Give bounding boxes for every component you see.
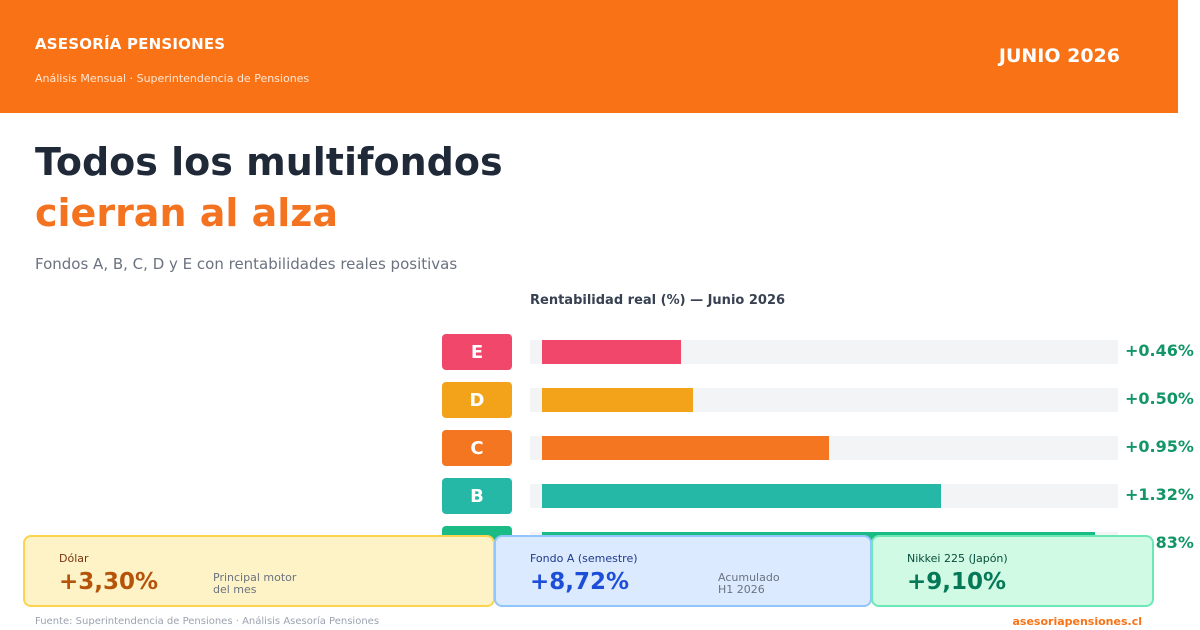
bar-track xyxy=(530,340,1118,364)
card-note-line: del mes xyxy=(213,583,257,596)
footer-source: Fuente: Superintendencia de Pensiones · … xyxy=(35,616,380,627)
headline-subtitle: Fondos A, B, C, D y E con rentabilidades… xyxy=(35,255,458,273)
nikkei-card: Nikkei 225 (Japón) +9,10% xyxy=(871,535,1154,607)
fund-row: B +1.32% xyxy=(442,478,1200,514)
fondo-a-card: Fondo A (semestre) +8,72% Acumulado H1 2… xyxy=(494,535,872,607)
header-banner: ASESORÍA PENSIONES Análisis Mensual · Su… xyxy=(0,0,1178,113)
fund-badge: C xyxy=(442,430,512,466)
headline-line-1: Todos los multifondos xyxy=(35,140,503,184)
brand-subtitle: Análisis Mensual · Superintendencia de P… xyxy=(35,72,310,85)
card-note: Principal motor del mes xyxy=(213,572,296,596)
card-label: Fondo A (semestre) xyxy=(530,552,638,565)
fund-row: E +0.46% xyxy=(442,334,1200,370)
value-label: +1.32% xyxy=(1125,485,1194,504)
card-value: +8,72% xyxy=(530,569,630,595)
bar xyxy=(542,340,681,364)
brand-name: ASESORÍA PENSIONES xyxy=(35,35,226,53)
fund-badge: B xyxy=(442,478,512,514)
card-note-line: Acumulado xyxy=(718,571,780,584)
fund-badge: D xyxy=(442,382,512,418)
bar xyxy=(542,484,941,508)
bar-track xyxy=(530,436,1118,460)
card-label: Dólar xyxy=(59,552,89,565)
card-note: Acumulado H1 2026 xyxy=(718,572,780,596)
month-label: JUNIO 2026 xyxy=(998,45,1120,67)
card-note-line: H1 2026 xyxy=(718,583,765,596)
value-label: +0.95% xyxy=(1125,437,1194,456)
card-value: +9,10% xyxy=(907,569,1007,595)
bar-track xyxy=(530,484,1118,508)
footer-website-link[interactable]: asesoriapensiones.cl xyxy=(1012,615,1142,628)
fund-badge: E xyxy=(442,334,512,370)
chart-title: Rentabilidad real (%) — Junio 2026 xyxy=(530,293,786,308)
bar xyxy=(542,388,693,412)
bar xyxy=(542,436,829,460)
card-label: Nikkei 225 (Japón) xyxy=(907,552,1008,565)
bar-track xyxy=(530,388,1118,412)
headline-line-2: cierran al alza xyxy=(35,191,339,235)
fund-row: D +0.50% xyxy=(442,382,1200,418)
dolar-card: Dólar +3,30% Principal motor del mes xyxy=(23,535,495,607)
fund-row: C +0.95% xyxy=(442,430,1200,466)
value-label: +0.46% xyxy=(1125,341,1194,360)
card-value: +3,30% xyxy=(59,569,159,595)
value-label: +0.50% xyxy=(1125,389,1194,408)
card-note-line: Principal motor xyxy=(213,571,297,584)
